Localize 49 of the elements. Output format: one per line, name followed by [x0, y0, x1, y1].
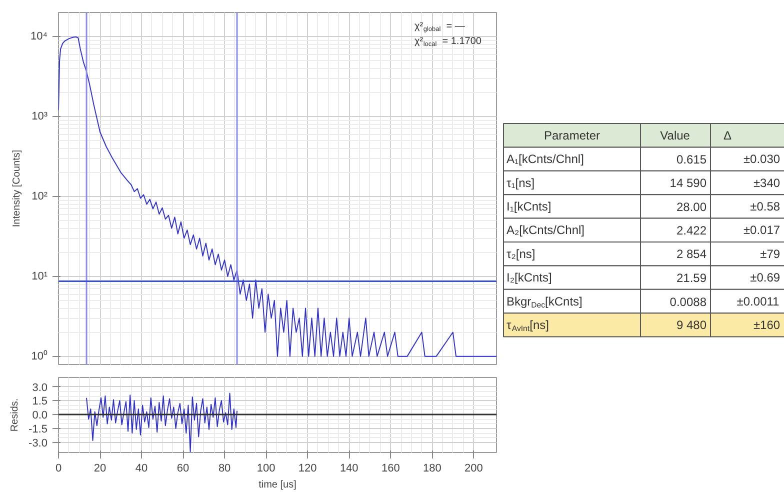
text: Parameter	[544, 128, 600, 142]
x-tick-label: 120	[298, 462, 317, 474]
text: 2 854	[676, 246, 707, 261]
text: 28.00	[676, 200, 707, 214]
text: ±0.69	[750, 270, 780, 285]
text: ±0.58	[750, 199, 780, 214]
x-axis-title: time [us]	[258, 480, 297, 490]
y-tick-label: 10⁴	[30, 30, 48, 43]
text: 2.422	[676, 224, 707, 238]
x-tick-label: 180	[422, 462, 442, 474]
text: I₂[kCnts]	[506, 270, 552, 285]
text: Δ	[723, 128, 732, 142]
text: ±0.017	[743, 223, 780, 238]
text: 9 480	[676, 318, 707, 332]
text: ±79	[760, 246, 780, 261]
y-tick-label: -1.5	[28, 423, 48, 436]
x-tick-label: 80	[218, 462, 231, 474]
y-tick-label: 10¹	[32, 270, 48, 282]
x-tick-label: 0	[55, 462, 62, 474]
text: τ₂[ns]	[506, 246, 536, 261]
y-tick-label: 10²	[32, 190, 48, 202]
text: ±0.0011	[736, 294, 780, 308]
text: 0.615	[676, 152, 707, 167]
y-tick-label: 1.5	[32, 396, 48, 408]
text: ±340	[753, 176, 780, 190]
text: Value	[660, 128, 690, 142]
y-tick-label: -3.0	[28, 437, 48, 450]
text: 0.0088	[670, 294, 707, 309]
text: ±160	[753, 318, 780, 332]
text: I₁[kCnts]	[506, 199, 552, 214]
y-tick-label: 10³	[32, 110, 48, 122]
text: 21.59	[676, 271, 707, 286]
x-tick-label: 60	[176, 462, 190, 474]
y-tick-label: 10⁰	[31, 349, 48, 362]
text: A₁[kCnts/Chnl]	[506, 152, 584, 166]
x-tick-label: 100	[256, 462, 276, 474]
text: 14 590	[670, 176, 707, 190]
y-tick-label: 3.0	[32, 382, 48, 394]
y-tick-label: 0.0	[32, 410, 48, 422]
x-tick-label: 40	[135, 462, 148, 474]
text: A₂[kCnts/Chnl]	[506, 223, 585, 238]
x-tick-label: 140	[340, 462, 358, 474]
text: ±0.030	[743, 152, 780, 166]
x-tick-label: 20	[94, 462, 106, 474]
text: τ₁[ns]	[506, 176, 535, 190]
y-axis-title: Resids.	[10, 398, 21, 432]
x-tick-label: 200	[464, 462, 483, 474]
x-tick-label: 160	[381, 462, 400, 474]
y-axis-title: Intensity [Counts]	[12, 150, 23, 228]
